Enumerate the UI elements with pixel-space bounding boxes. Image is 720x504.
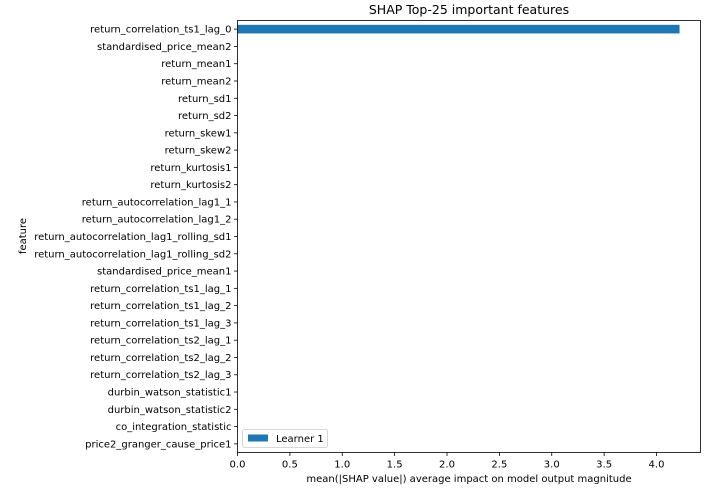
y-tick-label: return_sd1 [178,94,232,105]
y-tick-label: return_correlation_ts1_lag_1 [90,284,231,295]
y-tick-label: return_kurtosis1 [150,163,231,174]
y-axis-ticks: return_correlation_ts1_lag_0 standardised… [34,25,238,450]
x-axis-label: mean(|SHAP value|) average impact on mod… [306,474,631,485]
x-tick-label: 0.5 [282,460,298,471]
y-axis-label: feature [18,218,29,254]
y-tick-label: return_autocorrelation_lag1_rolling_sd1 [34,232,231,243]
y-tick-label: durbin_watson_statistic1 [108,388,232,399]
y-tick-label: return_correlation_ts2_lag_2 [90,353,231,364]
x-tick-label: 4.0 [649,460,665,471]
legend-label: Learner 1 [276,434,324,445]
legend-box [242,429,328,448]
y-tick-label: return_mean2 [161,76,231,87]
x-tick-label: 0.0 [230,460,246,471]
y-tick-label: co_integration_statistic [116,422,232,433]
y-tick-label: return_correlation_ts2_lag_1 [90,336,231,347]
y-tick-label: return_autocorrelation_lag1_rolling_sd2 [34,249,231,260]
y-tick-label: return_sd2 [178,111,232,122]
y-tick-label: standardised_price_mean1 [97,267,231,278]
x-tick-label: 2.5 [491,460,507,471]
bar-series [237,24,680,34]
x-tick-label: 1.0 [334,460,350,471]
y-tick-label: return_mean1 [161,59,231,70]
y-tick-label: return_autocorrelation_lag1_1 [82,197,232,208]
plot-frame [237,20,701,453]
y-tick-label: return_skew2 [165,146,232,157]
y-tick-label: durbin_watson_statistic2 [108,405,232,416]
chart-title: SHAP Top-25 important features [369,2,569,17]
y-tick-label: return_correlation_ts1_lag_0 [90,25,231,36]
y-tick-label: return_correlation_ts2_lag_3 [90,370,231,381]
x-tick-label: 1.5 [387,460,403,471]
x-axis-ticks: 0.0 0.5 1.0 1.5 2.0 2.5 3.0 3.5 4.0 [230,452,665,471]
legend-swatch [248,434,268,442]
x-tick-label: 3.0 [544,460,560,471]
x-tick-label: 3.5 [596,460,612,471]
y-tick-label: return_kurtosis2 [150,180,231,191]
legend: Learner 1 [242,429,328,448]
y-tick-label: return_autocorrelation_lag1_2 [82,215,232,226]
y-tick-label: return_correlation_ts1_lag_2 [90,301,231,312]
x-tick-label: 2.0 [439,460,455,471]
y-tick-label: return_correlation_ts1_lag_3 [90,318,231,329]
y-tick-label: standardised_price_mean2 [97,42,231,53]
y-tick-label: return_skew1 [165,128,232,139]
bar-return-correlation-ts1-lag-0 [237,24,680,34]
y-tick-label: price2_granger_cause_price1 [85,439,231,450]
